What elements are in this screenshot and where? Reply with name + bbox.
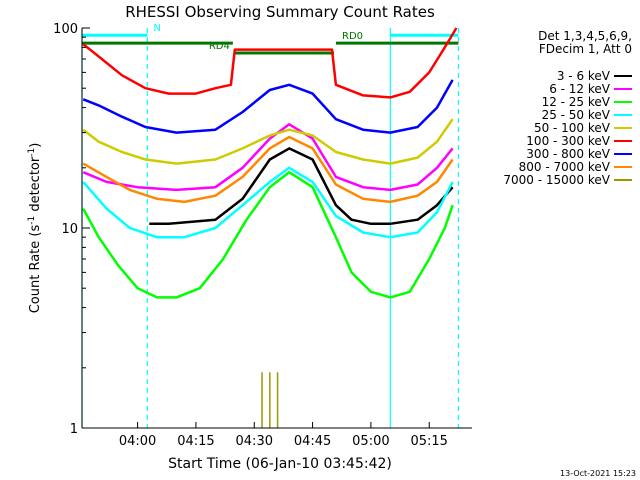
legend-entry-label: 6 - 12 keV [549,82,611,96]
series-line [82,79,454,134]
series-line [82,166,454,239]
series-line [82,135,454,204]
x-axis-label: Start Time (06-Jan-10 03:45:42) [168,456,392,472]
x-tick-label: 05:00 [352,434,389,449]
legend-entry-label: 7000 - 15000 keV [503,173,610,187]
legend-entry-label: 3 - 6 keV [557,69,611,83]
y-axis-label-sup: -1 [27,216,37,225]
y-axis-label-end: ) [28,143,43,148]
x-tick-label: 04:45 [294,434,331,449]
y-ticks: 1 10 100 [53,22,90,437]
x-tick-label: 05:15 [410,434,447,449]
annotations-layer: N RD4 RD0 [81,23,459,428]
legend-entry-label: 12 - 25 keV [542,95,611,109]
y-tick-label: 100 [53,22,78,37]
chart-title: RHESSI Observing Summary Count Rates [125,3,435,21]
x-tick-label: 04:15 [177,434,214,449]
legend-entry-label: 50 - 100 keV [534,121,611,135]
series-layer [82,27,458,428]
y-axis-label-sup2: -1 [27,148,37,157]
legend-header-1: Det 1,3,4,5,6,9, [538,29,632,43]
y-tick-label: 1 [70,422,78,437]
annotation-label: N [153,23,160,34]
series-line [82,27,458,99]
legend-entry-label: 25 - 50 keV [542,108,611,122]
y-axis-label-tail: detector [28,156,43,216]
legend-entry-label: 300 - 800 keV [526,147,610,161]
series-line [82,118,454,165]
y-tick-label: 10 [61,222,78,237]
x-ticks: 04:00 04:15 04:30 04:45 05:00 05:15 [119,422,448,449]
annotation-label: RD0 [342,31,363,42]
x-tick-label: 04:30 [236,434,273,449]
series-line [82,170,454,299]
y-axis-label-main: Count Rate (s [28,225,43,314]
legend-header-2: FDecim 1, Att 0 [539,42,632,56]
legend: Det 1,3,4,5,6,9, FDecim 1, Att 0 3 - 6 k… [503,29,632,187]
annotation-label: RD4 [209,41,230,52]
series-line [149,147,454,226]
x-tick-label: 04:00 [119,434,156,449]
y-axis-label: Count Rate (s-1 detector-1) [27,143,43,314]
footer-timestamp: 13-Oct-2021 15:23 [560,469,636,478]
legend-entry-label: 800 - 7000 keV [519,160,611,174]
legend-entry-label: 100 - 300 keV [526,134,610,148]
series-line [82,123,454,192]
